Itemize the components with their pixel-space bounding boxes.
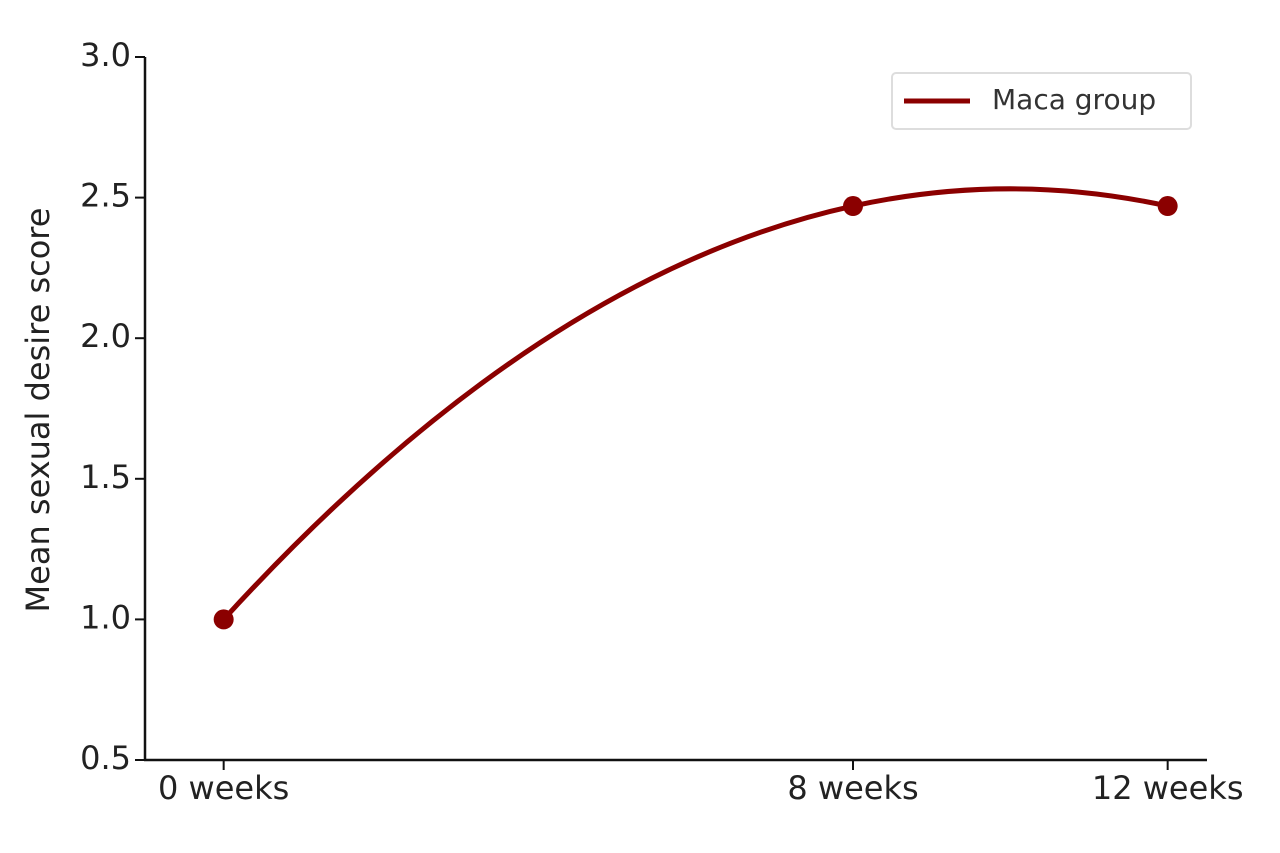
- y-tick-label: 0.5: [80, 739, 131, 777]
- y-tick-label: 1.0: [80, 598, 131, 636]
- point: [843, 196, 863, 217]
- y-tick-label: 2.0: [80, 317, 131, 355]
- legend-label: Maca group: [992, 83, 1156, 116]
- legend-box: [891, 72, 1192, 130]
- y-tick-label: 3.0: [80, 36, 131, 74]
- x-tick-label: 8 weeks: [787, 769, 918, 807]
- x-tick-label: 12 weeks: [1092, 769, 1244, 807]
- x-tick-label: 0 weeks: [158, 769, 289, 807]
- line: [221, 186, 1169, 622]
- point: [1157, 196, 1178, 217]
- y-tick-label: 2.5: [80, 177, 131, 215]
- point: [213, 609, 234, 630]
- y-tick-label: 1.5: [80, 458, 131, 496]
- y-axis-label: Mean sexual desire score: [19, 208, 57, 613]
